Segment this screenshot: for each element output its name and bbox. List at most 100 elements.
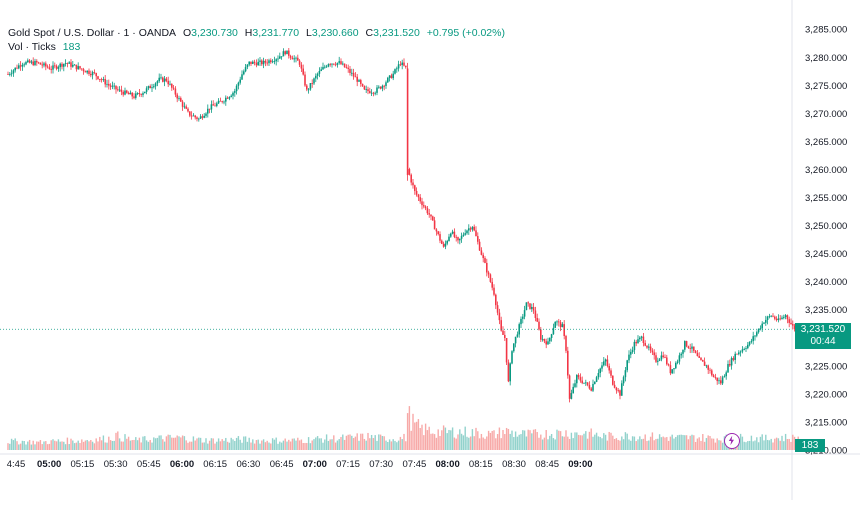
candle-body xyxy=(291,57,294,60)
volume-bar xyxy=(361,433,364,450)
volume-bar xyxy=(667,440,670,450)
volume-bar xyxy=(138,437,141,450)
volume-bar xyxy=(648,440,650,450)
volume-bar xyxy=(405,441,407,450)
candle-body xyxy=(459,238,461,241)
candle-body xyxy=(624,370,627,378)
volume-bar xyxy=(502,430,504,450)
volume-bar xyxy=(671,434,673,450)
candle-body xyxy=(405,65,407,68)
volume-bar xyxy=(538,437,540,450)
volume-bar xyxy=(410,430,412,450)
candle-body xyxy=(387,77,389,83)
x-tick-label: 05:45 xyxy=(137,459,161,470)
volume-bar xyxy=(156,437,159,450)
candle-body xyxy=(736,353,738,355)
x-tick-label: 08:45 xyxy=(535,459,559,470)
candle-body xyxy=(514,336,517,344)
volume-bar xyxy=(27,441,29,450)
volume-bar xyxy=(187,442,189,450)
volume-bar xyxy=(691,434,693,450)
candle-body xyxy=(462,234,465,236)
volume-bar xyxy=(318,438,321,450)
candle-body xyxy=(397,64,400,69)
candle-body xyxy=(25,62,27,65)
close-label: C xyxy=(365,27,374,39)
volume-bar xyxy=(232,439,234,450)
volume-bar xyxy=(507,428,510,450)
y-tick-label: 3,265.000 xyxy=(805,137,847,148)
volume-bar xyxy=(696,438,699,450)
candle-body xyxy=(342,63,344,65)
candle-body xyxy=(529,303,531,309)
candle-body xyxy=(275,59,277,62)
candle-body xyxy=(390,75,393,79)
candle-body xyxy=(752,336,754,341)
candle-body xyxy=(261,60,263,65)
candle-body xyxy=(277,58,279,60)
lightning-icon[interactable] xyxy=(724,433,740,449)
candle-body xyxy=(376,87,378,93)
volume-bar xyxy=(352,438,355,450)
candle-body xyxy=(775,318,778,321)
volume-bar xyxy=(385,440,387,450)
volume-bar xyxy=(468,437,470,450)
candle-body xyxy=(770,315,772,317)
volume-bar xyxy=(522,430,524,450)
candle-body xyxy=(669,365,672,374)
volume-bar xyxy=(390,441,393,450)
candle-body xyxy=(469,228,472,230)
candle-body xyxy=(126,90,128,93)
candle-body xyxy=(135,93,137,98)
volume-bar xyxy=(82,441,85,450)
volume-bar xyxy=(450,430,452,450)
volume-bar xyxy=(765,434,767,450)
volume-bar xyxy=(50,440,52,450)
candle-body xyxy=(70,62,72,67)
candle-body xyxy=(232,92,234,96)
x-tick-label: 07:00 xyxy=(303,459,327,470)
candle-body xyxy=(693,346,695,351)
candle-body xyxy=(48,67,51,70)
x-tick-label: 08:30 xyxy=(502,459,526,470)
candle-body xyxy=(16,67,18,69)
candle-body xyxy=(457,237,459,241)
candle-body xyxy=(698,356,700,358)
volume-bar xyxy=(774,438,776,450)
volume-bar xyxy=(680,434,682,450)
candle-body xyxy=(417,194,420,198)
volume-bar xyxy=(199,437,202,450)
volume-bar xyxy=(219,441,222,450)
volume-bar xyxy=(118,438,121,450)
volume-bar xyxy=(444,427,447,450)
volume-bar xyxy=(54,440,56,450)
volume-bar xyxy=(99,436,101,450)
candle-body xyxy=(358,80,360,82)
candle-body xyxy=(99,79,101,80)
candle-body xyxy=(630,351,632,355)
volume-bar xyxy=(716,438,718,450)
volume-bar xyxy=(630,440,632,450)
volume-bar xyxy=(541,439,544,450)
candle-body xyxy=(117,89,119,91)
symbol-title[interactable]: Gold Spot / U.S. Dollar · 1 · OANDA xyxy=(8,27,177,39)
low-value: 3,230.660 xyxy=(311,27,359,39)
volume-bar xyxy=(295,440,297,450)
volume-bar xyxy=(111,440,114,450)
candle-body xyxy=(180,98,182,102)
y-tick-label: 3,255.000 xyxy=(805,193,847,204)
volume-bar xyxy=(741,436,744,450)
candle-body xyxy=(369,91,371,93)
candle-body xyxy=(646,345,648,348)
candle-body xyxy=(41,64,43,66)
volume-bar xyxy=(268,442,270,450)
candle-body xyxy=(628,354,630,361)
volume-bar xyxy=(333,435,335,450)
candle-body xyxy=(131,92,133,97)
volume-bar xyxy=(446,433,448,450)
volume-bar xyxy=(316,436,319,450)
candle-body xyxy=(723,376,726,378)
volume-label[interactable]: Vol · Ticks xyxy=(8,41,56,53)
volume-bar xyxy=(180,437,182,450)
